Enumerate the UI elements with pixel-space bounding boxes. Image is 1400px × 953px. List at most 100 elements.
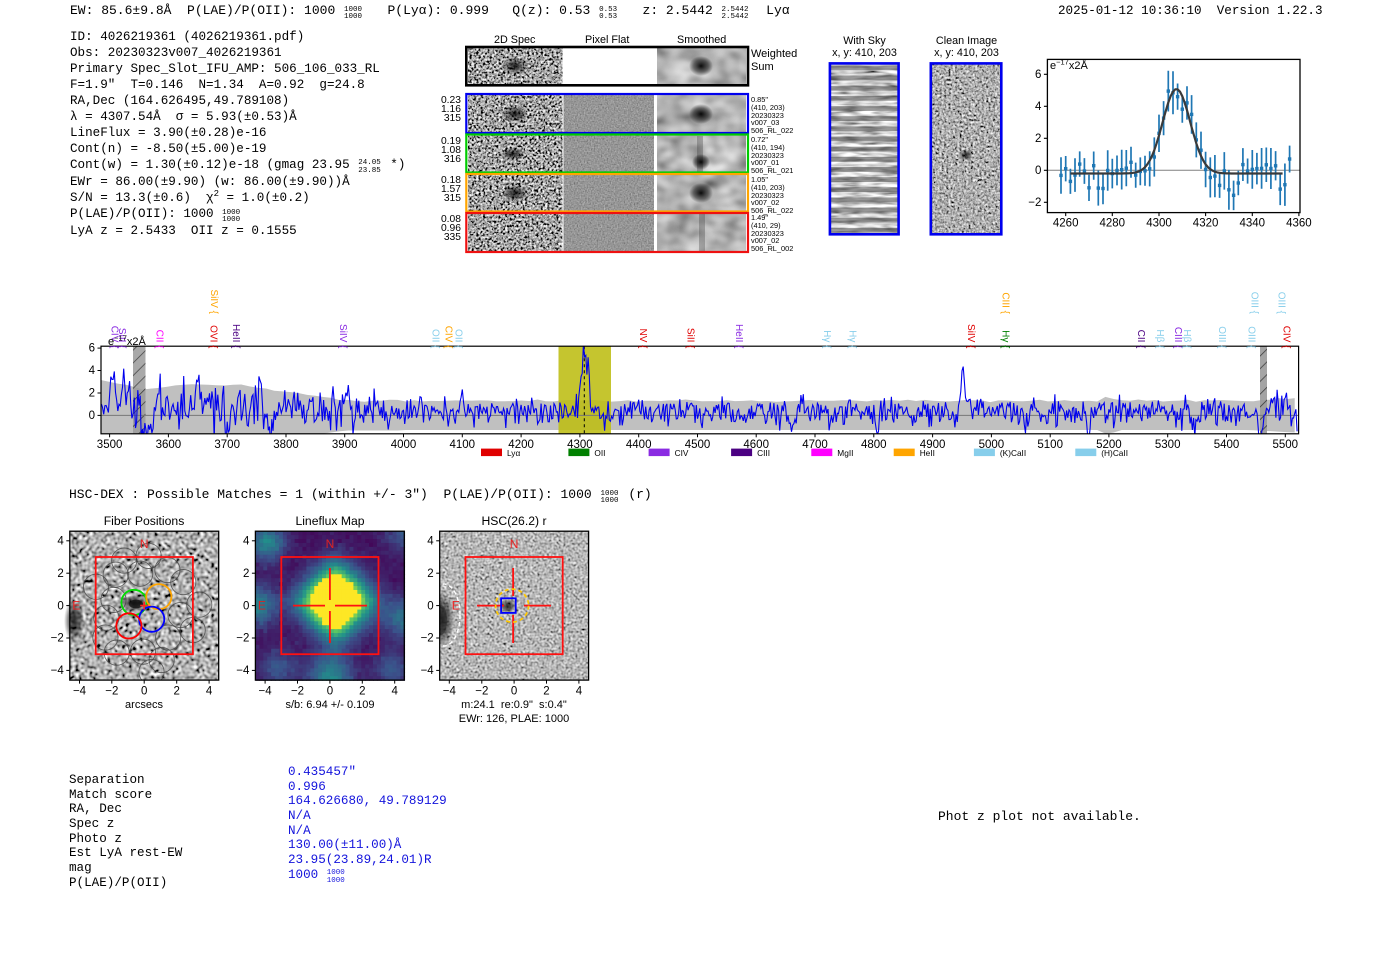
svg-text:CII {: CII { <box>1135 330 1146 350</box>
svg-text:3700: 3700 <box>214 439 240 451</box>
svg-text:4100: 4100 <box>450 439 476 451</box>
svg-text:4: 4 <box>576 686 583 698</box>
svg-text:SiII {: SiII { <box>116 328 127 349</box>
svg-text:N: N <box>140 537 149 551</box>
svg-text:N: N <box>326 537 335 551</box>
svg-text:OII {: OII { <box>430 329 441 349</box>
svg-text:CIV {: CIV { <box>1281 326 1292 349</box>
svg-text:5400: 5400 <box>1214 439 1240 451</box>
svg-text:4400: 4400 <box>626 439 652 451</box>
svg-text:N: N <box>510 537 519 551</box>
svg-text:4360: 4360 <box>1286 218 1312 230</box>
svg-text:4800: 4800 <box>861 439 887 451</box>
svg-text:2: 2 <box>1035 133 1041 145</box>
svg-text:(H)CaII: (H)CaII <box>1101 448 1128 458</box>
svg-text:−2: −2 <box>236 633 249 645</box>
svg-text:Hγ {: Hγ { <box>1000 330 1011 349</box>
svg-text:−4: −4 <box>259 686 273 698</box>
svg-text:OII: OII <box>594 448 605 458</box>
svg-text:Lyα: Lyα <box>507 448 520 458</box>
svg-text:0: 0 <box>511 686 517 698</box>
svg-text:NV {: NV { <box>637 328 648 349</box>
svg-text:4300: 4300 <box>567 439 593 451</box>
svg-text:CIII {: CIII { <box>1000 292 1011 314</box>
svg-text:CIV: CIV <box>675 448 689 458</box>
svg-text:E: E <box>258 599 266 613</box>
svg-text:3500: 3500 <box>97 439 123 451</box>
svg-text:4600: 4600 <box>743 439 769 451</box>
svg-text:−2: −2 <box>475 686 488 698</box>
svg-text:CII {: CII { <box>154 330 165 350</box>
svg-text:3600: 3600 <box>156 439 182 451</box>
svg-text:−2: −2 <box>105 686 118 698</box>
svg-text:OIII {: OIII { <box>1249 292 1260 315</box>
svg-text:OIII {: OIII { <box>1246 326 1257 349</box>
svg-text:2: 2 <box>243 568 249 580</box>
svg-text:5100: 5100 <box>1037 439 1063 451</box>
svg-text:4340: 4340 <box>1240 218 1266 230</box>
svg-text:OIII {: OIII { <box>1216 326 1227 349</box>
svg-text:4: 4 <box>1035 101 1042 113</box>
svg-text:3800: 3800 <box>273 439 299 451</box>
svg-text:SiIV {: SiIV { <box>208 290 219 315</box>
svg-text:CIV {: CIV { <box>109 326 120 349</box>
svg-text:0: 0 <box>141 686 147 698</box>
svg-text:CIII: CIII <box>757 448 770 458</box>
svg-text:CIV {: CIV { <box>443 326 454 349</box>
svg-text:5500: 5500 <box>1273 439 1299 451</box>
svg-text:−4: −4 <box>236 665 250 677</box>
svg-text:4300: 4300 <box>1146 218 1172 230</box>
svg-text:4200: 4200 <box>508 439 534 451</box>
svg-text:5000: 5000 <box>979 439 1005 451</box>
svg-text:−2: −2 <box>1028 197 1041 209</box>
svg-text:6: 6 <box>89 343 95 355</box>
svg-text:2: 2 <box>89 388 95 400</box>
svg-text:2: 2 <box>57 568 63 580</box>
svg-text:4: 4 <box>206 686 213 698</box>
svg-text:4900: 4900 <box>920 439 946 451</box>
svg-text:0: 0 <box>243 600 249 612</box>
svg-text:E: E <box>452 599 460 613</box>
svg-text:4000: 4000 <box>391 439 417 451</box>
svg-text:HeII {: HeII { <box>733 324 744 349</box>
svg-text:−4: −4 <box>51 665 65 677</box>
svg-text:CIII {: CIII { <box>1172 327 1183 349</box>
svg-text:4700: 4700 <box>802 439 828 451</box>
svg-text:2: 2 <box>359 686 365 698</box>
svg-text:4260: 4260 <box>1053 218 1079 230</box>
svg-text:SiIV {: SiIV { <box>337 324 348 349</box>
svg-text:E: E <box>72 599 80 613</box>
svg-text:−2: −2 <box>291 686 304 698</box>
svg-text:6: 6 <box>1035 69 1041 81</box>
svg-text:2: 2 <box>173 686 179 698</box>
svg-text:SiII {: SiII { <box>685 328 696 349</box>
svg-text:Hγ {: Hγ { <box>847 330 858 349</box>
svg-text:4: 4 <box>427 536 434 548</box>
svg-text:SiIV {: SiIV { <box>965 324 976 349</box>
svg-text:0: 0 <box>427 600 433 612</box>
svg-text:2: 2 <box>427 568 433 580</box>
svg-text:5200: 5200 <box>1096 439 1122 451</box>
svg-text:OII {: OII { <box>453 329 464 349</box>
svg-text:Hβ {: Hβ { <box>1181 329 1192 349</box>
svg-text:MgII: MgII <box>837 448 853 458</box>
svg-text:4: 4 <box>243 536 250 548</box>
svg-text:HeII {: HeII { <box>230 324 241 349</box>
svg-text:(K)CaII: (K)CaII <box>1000 448 1026 458</box>
svg-text:5300: 5300 <box>1155 439 1181 451</box>
svg-text:HeII: HeII <box>920 448 935 458</box>
svg-text:OIII {: OIII { <box>1276 292 1287 315</box>
svg-text:OVI {: OVI { <box>208 325 219 349</box>
svg-text:4: 4 <box>57 536 64 548</box>
svg-text:4500: 4500 <box>685 439 711 451</box>
svg-text:Hβ {: Hβ { <box>1154 329 1165 349</box>
svg-text:−2: −2 <box>421 633 434 645</box>
svg-text:4: 4 <box>391 686 398 698</box>
svg-text:4280: 4280 <box>1100 218 1126 230</box>
svg-text:4: 4 <box>89 365 96 377</box>
svg-text:0: 0 <box>89 410 95 422</box>
svg-text:Hγ {: Hγ { <box>821 330 832 349</box>
svg-text:−4: −4 <box>73 686 87 698</box>
svg-text:0: 0 <box>327 686 333 698</box>
svg-text:0: 0 <box>57 600 63 612</box>
